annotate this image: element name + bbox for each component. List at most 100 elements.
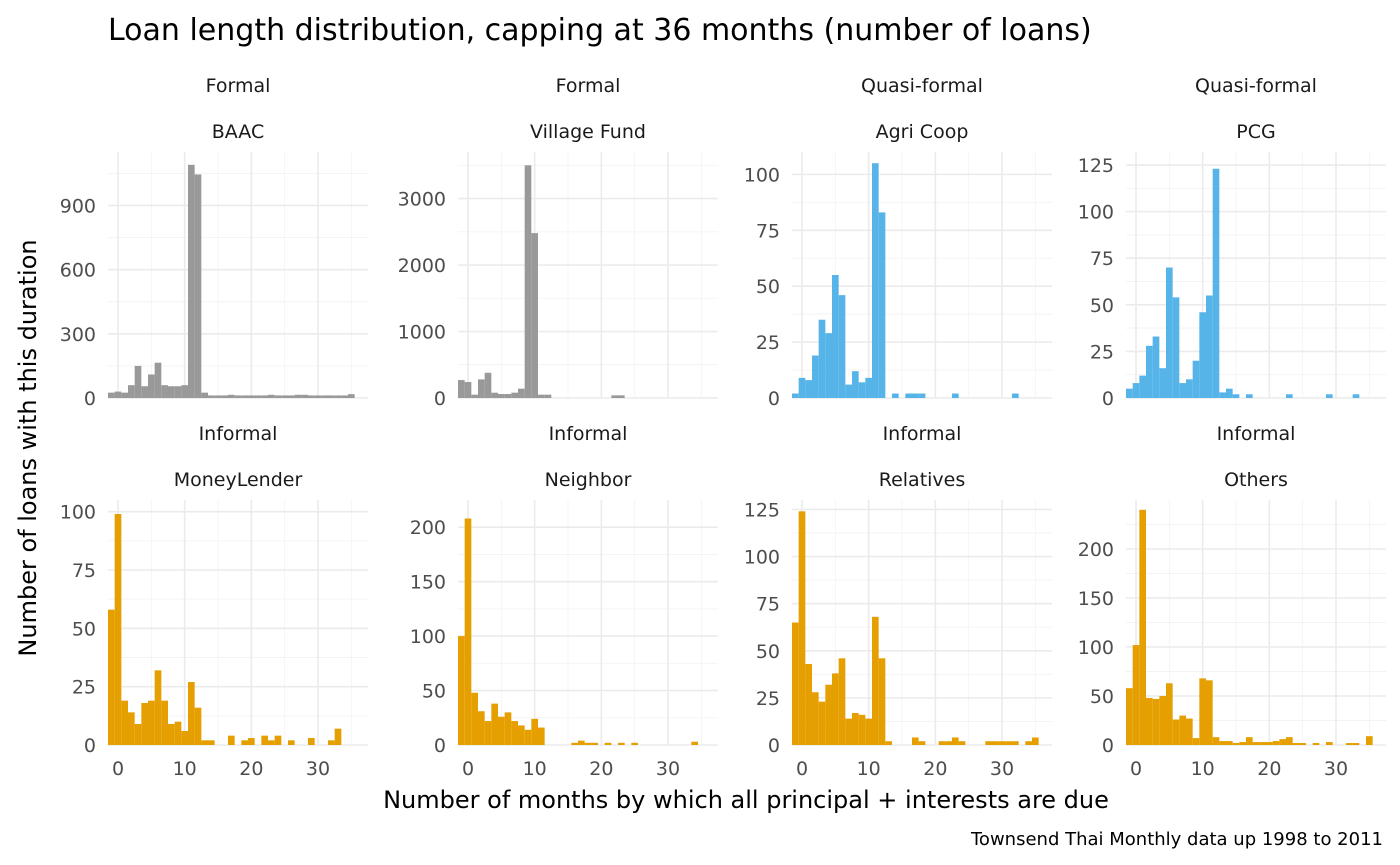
histogram-bar [1172,297,1180,398]
histogram-bar [1226,741,1233,745]
histogram-bar [885,741,892,745]
x-tick-label: 0 [796,758,808,780]
histogram-bar [288,395,295,398]
histogram-bar [254,395,262,398]
histogram-bar [314,395,322,398]
histogram-bar [798,377,806,398]
histogram-bar [114,391,122,398]
y-tick-label: 0 [84,735,96,757]
histogram-bar [228,735,235,745]
histogram-bar [618,742,625,745]
y-tick-label: 1000 [398,322,446,344]
histogram-bar [912,393,919,398]
histogram-bar [511,392,518,398]
histogram-bar [208,740,215,745]
histogram-bar [1005,741,1012,745]
facet-institution-label: Relatives [879,469,966,491]
y-tick-label: 50 [1090,295,1114,317]
x-tick-label: 30 [306,758,330,780]
histogram-bar [1126,688,1133,745]
histogram-bar [825,684,832,745]
histogram-bar [872,616,879,745]
histogram-bar [1186,718,1193,745]
histogram-bar [511,721,518,745]
histogram-bar [1025,741,1032,745]
y-tick-label: 0 [1102,388,1114,410]
histogram-bar [1346,743,1353,745]
histogram-bar [221,395,228,398]
y-tick-label: 100 [744,164,780,186]
histogram-bar [1132,383,1140,398]
histogram-bar [268,394,275,398]
histogram-bar [1146,697,1153,745]
y-tick-label: 150 [410,572,446,594]
histogram-bar [148,700,155,745]
y-tick-label: 3000 [398,189,446,211]
x-tick-label: 0 [462,758,474,780]
histogram-bar [128,385,135,398]
histogram-bar [478,379,485,398]
histogram-bar [498,394,505,398]
y-tick-label: 200 [1078,539,1114,561]
y-tick-label: 100 [744,547,780,569]
histogram-bar [464,518,472,745]
y-tick-label: 100 [1078,202,1114,224]
panel-neighbor: 0 10 20 30 0 50 100 150 200 Informal Neighbor [410,423,718,780]
histogram-bar [1179,715,1186,745]
histogram-bar [141,386,148,398]
x-tick-label: 20 [239,758,263,780]
histogram-bar [471,394,478,398]
y-tick-label: 100 [1078,637,1114,659]
histogram-bar [1232,394,1240,398]
histogram-bar [918,741,926,745]
histogram-bar [571,742,578,745]
facet-category-label: Informal [883,423,962,445]
histogram-bar [865,718,872,745]
histogram-bar [308,738,315,745]
histogram-bar [1152,336,1160,398]
histogram-bar [1146,345,1153,398]
y-tick-label: 125 [1078,155,1114,177]
histogram-bar [261,735,268,745]
panel-pcg: 0 25 50 75 100 125 Quasi-formal PCG [1078,75,1386,410]
histogram-bar [1032,737,1039,745]
y-tick-label: 0 [1102,735,1114,757]
histogram-bar [604,742,612,745]
histogram-bar [1352,394,1360,398]
histogram-bar [168,386,175,398]
x-tick-label: 10 [523,758,547,780]
histogram-bar [134,724,142,745]
histogram-bar [938,741,946,745]
histogram-bar [1139,509,1146,745]
chart-title: Loan length distribution, capping at 36 … [108,13,1092,48]
histogram-bar [792,393,799,398]
histogram-bar [798,511,806,745]
histogram-bar [504,394,512,398]
histogram-bar [321,395,328,398]
histogram-bar [1126,388,1133,398]
histogram-bar [194,707,202,745]
y-tick-label: 50 [72,618,96,640]
facet-category-label: Formal [206,75,271,97]
histogram-bar [858,714,866,745]
histogram-bar [328,395,335,398]
y-tick-label: 0 [768,735,780,757]
histogram-bar [1326,394,1333,398]
histogram-bar [1012,741,1019,745]
histogram-bar [1172,719,1180,745]
y-tick-label: 2000 [398,255,446,277]
histogram-bar [945,741,952,745]
facet-institution-label: Agri Coop [876,121,969,143]
histogram-bar [1246,737,1253,745]
histogram-bar [154,670,162,745]
histogram-bar [491,703,498,745]
histogram-bar [858,382,866,398]
histogram-bar [161,700,168,745]
y-tick-label: 900 [60,195,96,217]
histogram-bar [484,721,492,745]
histogram-bar [1179,383,1186,398]
histogram-bar [952,737,959,745]
histogram-bar [872,163,879,398]
histogram-bar [1206,680,1213,745]
